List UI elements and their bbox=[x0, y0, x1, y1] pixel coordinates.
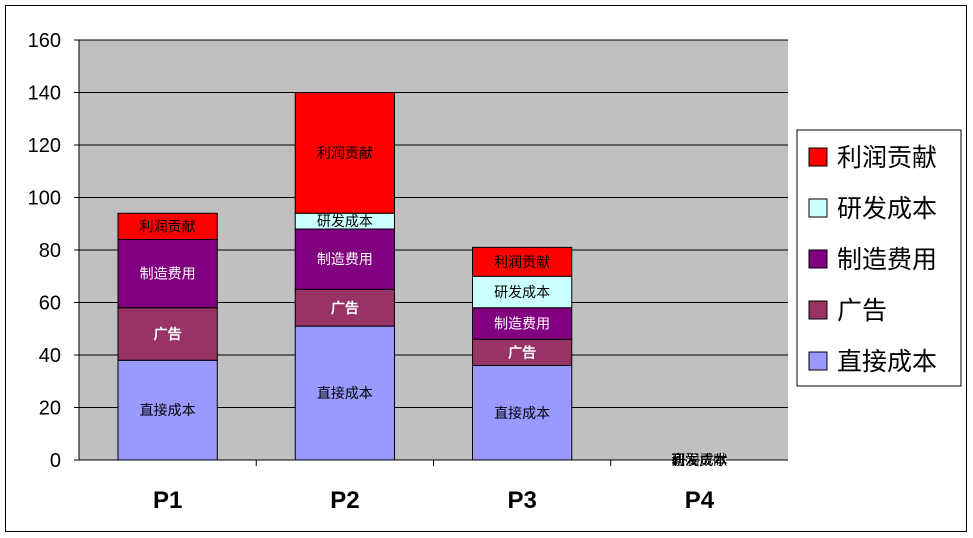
category-label: P3 bbox=[507, 487, 536, 514]
bar-segment bbox=[117, 307, 218, 361]
bar-segment bbox=[117, 212, 218, 240]
segment-label: 广告 bbox=[331, 300, 359, 317]
segment-label: 利润贡献 bbox=[671, 453, 727, 469]
legend-label: 制造费用 bbox=[837, 245, 937, 274]
category-label: P1 bbox=[153, 487, 182, 514]
segment-label: 利润贡献 bbox=[140, 219, 196, 235]
segment-label: 利润贡献 bbox=[494, 255, 550, 271]
bar-segment bbox=[471, 275, 573, 309]
segment-label: 广告 bbox=[154, 326, 182, 343]
segment-label: 广告 bbox=[685, 452, 713, 469]
segment-label: 研发成本 bbox=[494, 285, 550, 301]
y-tick-label: 60 bbox=[39, 293, 61, 315]
segment-label: 直接成本 bbox=[671, 452, 727, 469]
segment-label: 研发成本 bbox=[671, 453, 727, 469]
y-tick-label: 120 bbox=[28, 135, 61, 157]
bars: 直接成本广告制造费用利润贡献直接成本广告制造费用研发成本利润贡献直接成本广告制造… bbox=[117, 92, 727, 469]
bar-segment bbox=[117, 359, 218, 461]
bar-segment bbox=[471, 246, 573, 277]
category-label: P4 bbox=[685, 487, 715, 514]
legend-swatch bbox=[808, 351, 828, 371]
segment-label: 制造费用 bbox=[140, 267, 196, 283]
legend-swatch bbox=[808, 198, 828, 218]
y-axis: 0 20 40 60 80 100 120 140 160 bbox=[28, 30, 80, 472]
y-tick-label: 160 bbox=[28, 30, 61, 52]
segment-label: 制造费用 bbox=[671, 453, 727, 469]
segment-label: 利润贡献 bbox=[317, 146, 373, 162]
legend-label: 利润贡献 bbox=[837, 143, 937, 172]
y-tick-label: 140 bbox=[28, 83, 61, 105]
segment-label: 制造费用 bbox=[317, 252, 373, 268]
category-label: P2 bbox=[330, 487, 359, 514]
y-tick-label: 40 bbox=[39, 345, 61, 367]
segment-label: 制造费用 bbox=[494, 317, 550, 333]
y-tick-label: 0 bbox=[50, 450, 61, 472]
legend-label: 广告 bbox=[837, 296, 887, 325]
bar-segment bbox=[294, 288, 396, 327]
segment-label: 直接成本 bbox=[494, 405, 550, 422]
legend-swatch bbox=[808, 147, 828, 167]
legend-label: 研发成本 bbox=[837, 194, 937, 223]
segment-label: 直接成本 bbox=[317, 385, 373, 402]
legend-swatch bbox=[808, 300, 828, 320]
segment-label: 研发成本 bbox=[317, 214, 373, 230]
bar-segment bbox=[471, 338, 573, 366]
y-tick-label: 20 bbox=[39, 398, 61, 420]
y-tick-label: 100 bbox=[28, 188, 61, 210]
bar-segment bbox=[471, 307, 573, 340]
segment-label: 广告 bbox=[508, 344, 536, 361]
x-axis: P1 P2 P3 P4 bbox=[79, 459, 788, 514]
bar-segment bbox=[294, 325, 396, 461]
legend-label: 直接成本 bbox=[837, 347, 937, 376]
segment-label: 直接成本 bbox=[140, 402, 196, 419]
bar-segment bbox=[294, 228, 396, 290]
y-tick-label: 80 bbox=[39, 240, 61, 262]
bar-segment bbox=[294, 92, 396, 214]
bar-segment bbox=[471, 365, 573, 461]
bar-segment bbox=[117, 239, 218, 309]
legend-swatch bbox=[808, 249, 828, 269]
